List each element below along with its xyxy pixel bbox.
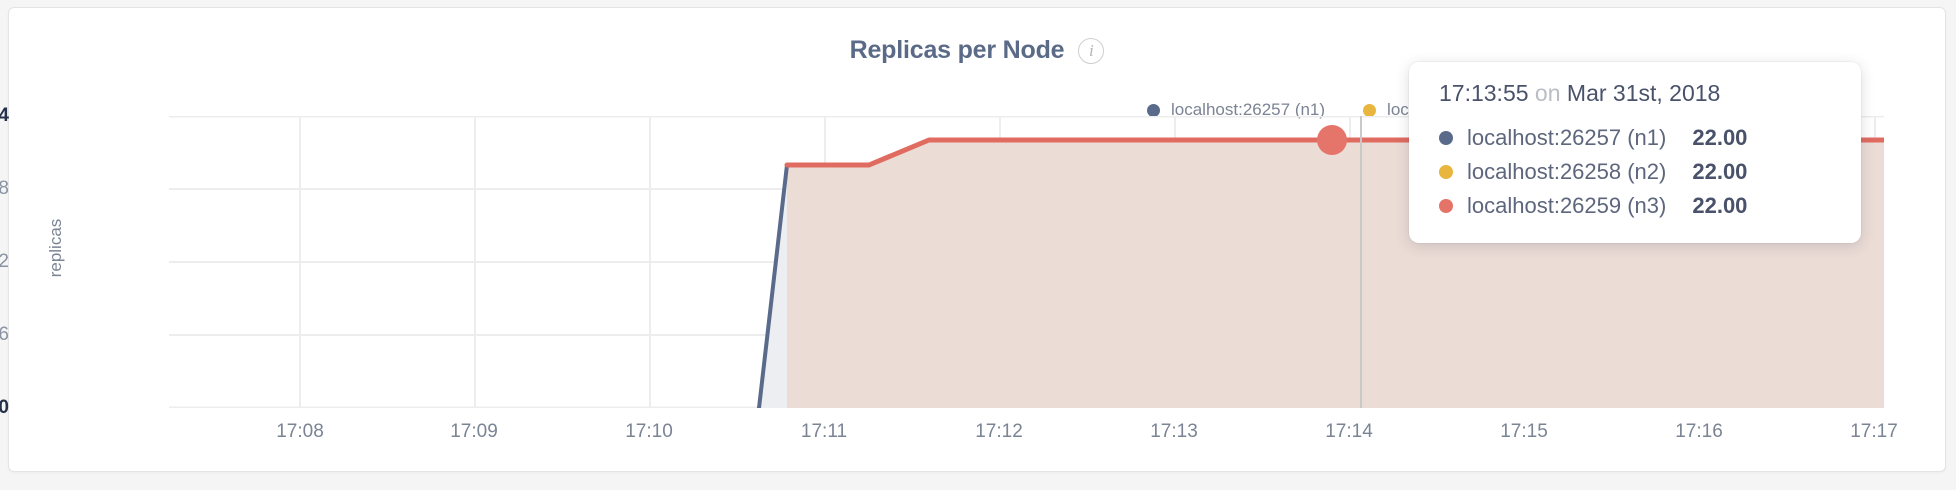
tooltip-label-n1: localhost:26257 (n1) xyxy=(1467,125,1667,150)
chart-tooltip: 17:13:55 on Mar 31st, 2018 localhost:262… xyxy=(1409,62,1861,243)
x-tick-1715: 17:15 xyxy=(1500,421,1548,442)
tooltip-dot-n1 xyxy=(1439,131,1453,145)
y-tick-18: 18 xyxy=(0,178,9,199)
tooltip-on-word: on xyxy=(1534,80,1561,106)
y-tick-12: 12 xyxy=(0,251,9,272)
x-tick-1714: 17:14 xyxy=(1325,421,1373,442)
legend-label-n1: localhost:26257 (n1) xyxy=(1171,100,1326,119)
y-axis-label: replicas xyxy=(46,218,65,278)
x-tick-1716: 17:16 xyxy=(1675,421,1723,442)
tooltip-value-n1: 22.00 xyxy=(1692,125,1748,150)
series-line-n3 xyxy=(784,137,1884,168)
chart-header: Replicas per Node i xyxy=(9,36,1945,65)
y-tick-24: 24 xyxy=(0,105,9,126)
info-icon[interactable]: i xyxy=(1078,37,1105,64)
tooltip-header: 17:13:55 on Mar 31st, 2018 xyxy=(1439,80,1831,107)
tooltip-dot-n2 xyxy=(1439,165,1453,179)
x-tick-1711: 17:11 xyxy=(800,421,848,442)
tooltip-dot-n3 xyxy=(1439,199,1453,213)
replicas-per-node-panel: Replicas per Node i localhost:26257 (n1)… xyxy=(0,7,1946,472)
x-tick-1709: 17:09 xyxy=(450,421,498,442)
tooltip-row-n2: localhost:26258 (n2) 22.00 xyxy=(1439,155,1831,189)
tooltip-time: 17:13:55 xyxy=(1439,80,1529,106)
y-tick-0: 0 xyxy=(0,397,9,418)
x-tick-1713: 17:13 xyxy=(1150,421,1198,442)
tooltip-row-n3: localhost:26259 (n3) 22.00 xyxy=(1439,189,1831,223)
tooltip-value-n2: 22.00 xyxy=(1692,159,1748,184)
tooltip-date: Mar 31st, 2018 xyxy=(1566,80,1721,106)
series-line-n1 xyxy=(757,163,789,408)
x-tick-1710: 17:10 xyxy=(625,421,673,442)
tooltip-row-n1: localhost:26257 (n1) 22.00 xyxy=(1439,121,1831,155)
page-title: Replicas per Node xyxy=(849,36,1065,64)
legend-swatch-n1 xyxy=(1147,103,1160,117)
tooltip-label-n3: localhost:26259 (n3) xyxy=(1467,193,1667,218)
legend-item-n1[interactable]: localhost:26257 (n1) xyxy=(1147,100,1325,120)
x-tick-1712: 17:12 xyxy=(975,421,1023,442)
tooltip-label-n2: localhost:26258 (n2) xyxy=(1467,159,1667,184)
legend-swatch-n2 xyxy=(1363,103,1377,117)
tooltip-value-n3: 22.00 xyxy=(1692,193,1748,218)
hover-point-marker xyxy=(1317,125,1347,155)
x-tick-1717: 17:17 xyxy=(1850,421,1898,442)
x-tick-1708: 17:08 xyxy=(276,421,324,442)
y-tick-6: 6 xyxy=(0,324,9,345)
